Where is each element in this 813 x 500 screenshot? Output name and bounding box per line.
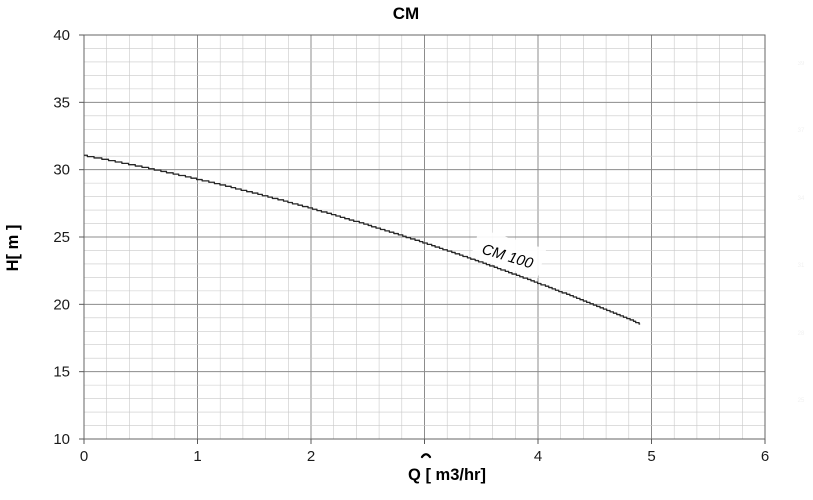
svg-text:20: 20	[53, 296, 70, 313]
svg-text:25: 25	[53, 229, 70, 246]
svg-text:37: 37	[798, 128, 805, 134]
svg-text:15: 15	[53, 364, 70, 381]
svg-text:28: 28	[798, 331, 805, 337]
svg-text:1: 1	[193, 448, 201, 465]
svg-text:34: 34	[798, 196, 805, 202]
svg-text:2: 2	[307, 448, 315, 465]
svg-text:39: 39	[798, 61, 805, 67]
svg-text:30: 30	[53, 162, 70, 179]
svg-text:25: 25	[798, 398, 805, 404]
svg-text:Q [ m3/hr]: Q [ m3/hr]	[408, 466, 486, 484]
svg-text:6: 6	[761, 448, 769, 465]
svg-text:35: 35	[53, 94, 70, 111]
svg-text:0: 0	[80, 448, 88, 465]
svg-text:40: 40	[53, 27, 70, 44]
svg-text:4: 4	[534, 448, 542, 465]
svg-text:10: 10	[53, 431, 70, 448]
svg-text:5: 5	[647, 448, 655, 465]
svg-text:CM: CM	[393, 4, 419, 23]
svg-text:31: 31	[798, 263, 805, 269]
svg-text:H[ m ]: H[ m ]	[4, 225, 22, 272]
